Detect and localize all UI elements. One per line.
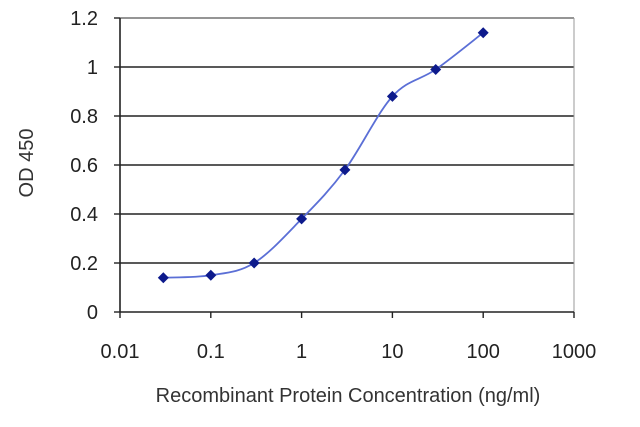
x-axis-title: Recombinant Protein Concentration (ng/ml… [156, 385, 541, 407]
data-point-7 [477, 27, 489, 39]
x-tick-label: 1 [296, 341, 307, 363]
data-point-6 [430, 63, 442, 75]
x-tick-label: 10 [381, 341, 403, 363]
y-axis-title: OD 450 [16, 129, 38, 198]
y-tick-label: 1 [87, 57, 98, 79]
plot-frame [120, 17, 575, 312]
data-point-4 [339, 164, 351, 176]
axes [114, 17, 575, 318]
x-tick-label: 1000 [552, 341, 597, 363]
x-tick-label: 0.1 [197, 341, 225, 363]
data-point-0 [157, 272, 169, 284]
y-tick-label: 0.4 [70, 204, 98, 226]
data-point-2 [248, 257, 260, 269]
y-tick-label: 0.6 [70, 155, 98, 177]
y-tick-label: 0.8 [70, 106, 98, 128]
y-tick-label: 0 [87, 302, 98, 324]
x-tick-label: 100 [467, 341, 500, 363]
x-tick-label: 0.01 [101, 341, 140, 363]
series-line-0 [163, 31, 484, 279]
y-tick-label: 0.2 [70, 253, 98, 275]
y-tick-label: 1.2 [70, 8, 98, 30]
tick-labels: 0 0.2 0.4 0.6 0.8 1 1.2 0.01 0.1 1 10 100 1000 [70, 8, 596, 363]
data-point-3 [296, 213, 308, 225]
data-point-1 [205, 269, 217, 281]
series-layer [157, 27, 489, 284]
data-point-5 [386, 90, 398, 102]
